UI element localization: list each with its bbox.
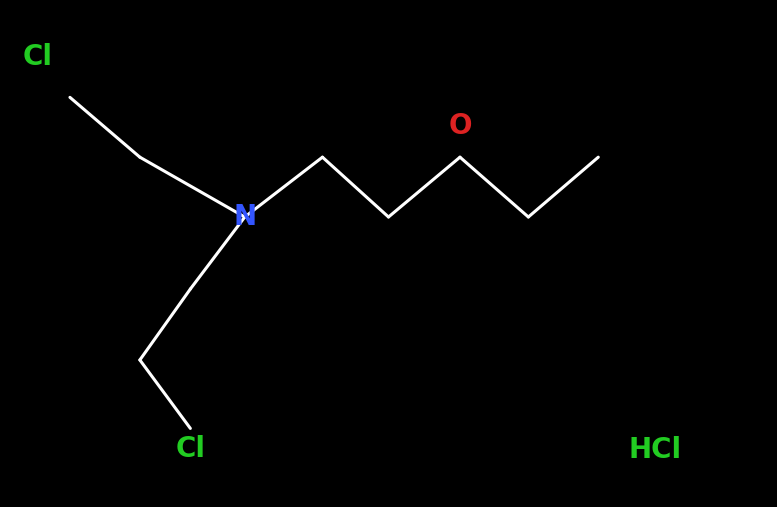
Text: HCl: HCl [629, 436, 681, 464]
Text: Cl: Cl [23, 43, 52, 71]
Text: Cl: Cl [176, 434, 205, 463]
Text: N: N [233, 203, 256, 231]
Text: O: O [448, 112, 472, 140]
